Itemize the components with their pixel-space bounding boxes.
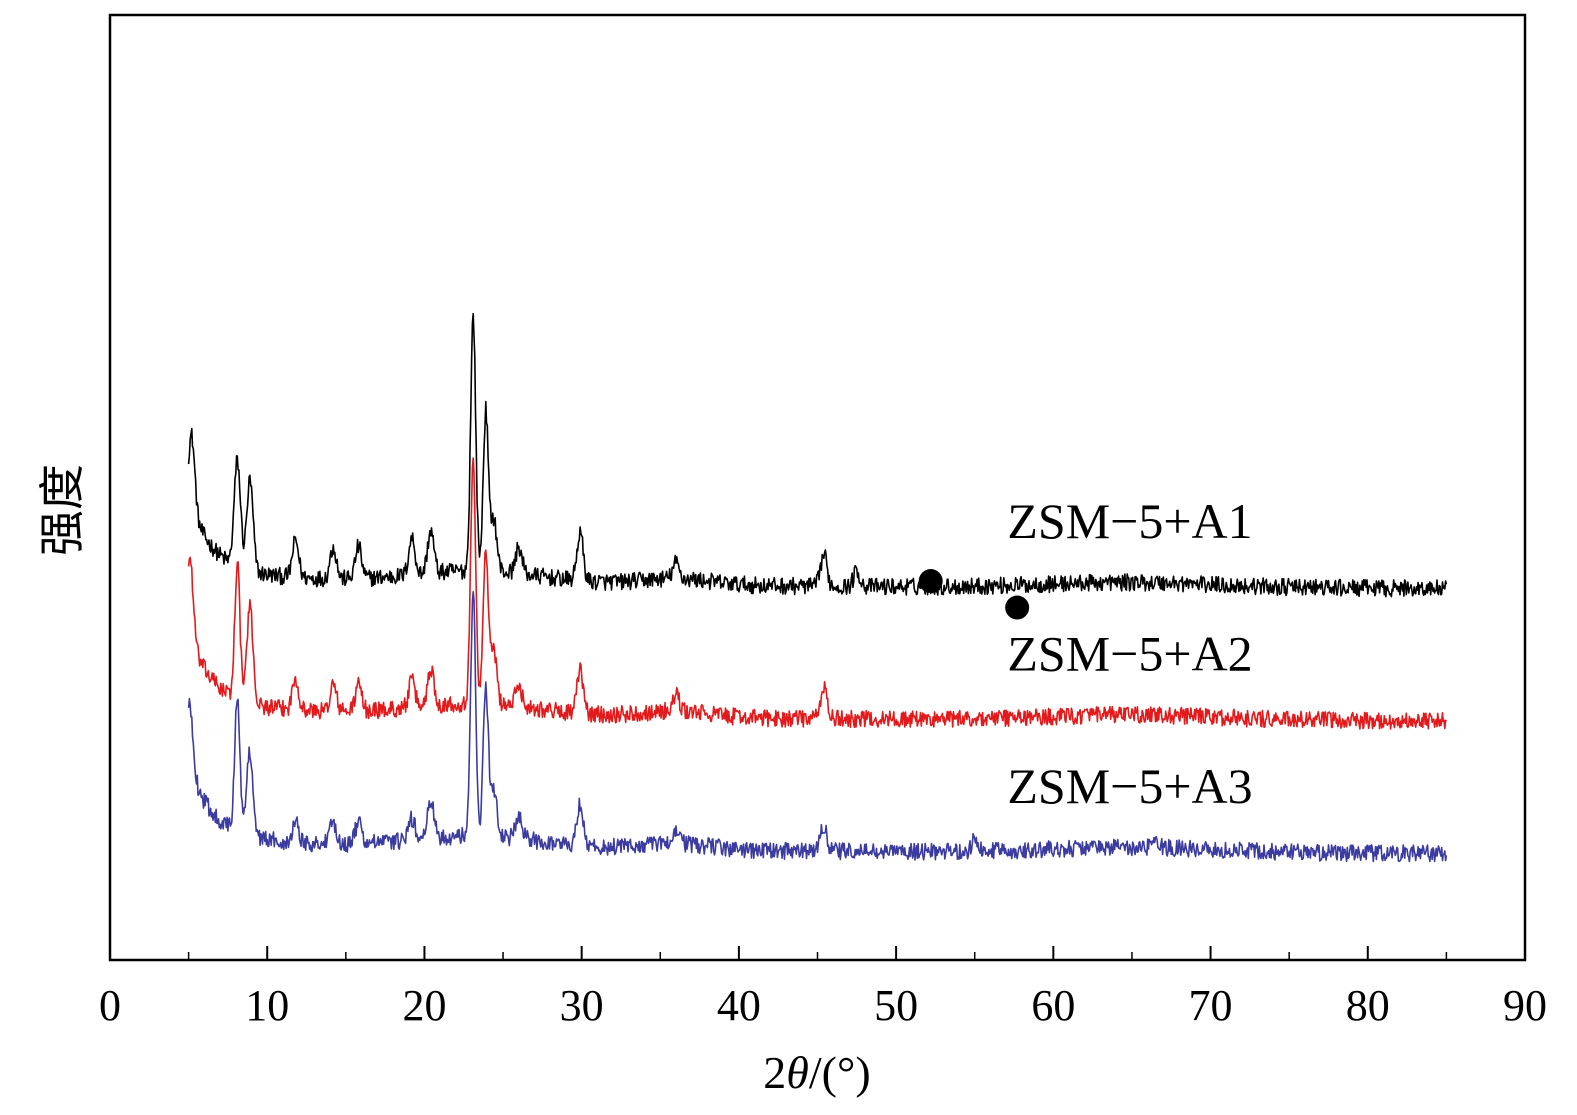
x-tick-label: 40 — [717, 981, 761, 1030]
x-axis-title: 2θ/(°) — [763, 1047, 870, 1098]
x-tick-label: 70 — [1189, 981, 1233, 1030]
series-line-2 — [187, 457, 1447, 730]
x-tick-label: 10 — [245, 981, 289, 1030]
series-labels: ZSM−5+A1 ZSM−5+A2 ZSM−5+A3 — [1007, 493, 1252, 814]
x-tick-label: 20 — [402, 981, 446, 1030]
x-tick-label: 30 — [560, 981, 604, 1030]
series-line-1 — [187, 312, 1448, 598]
x-tick-label: 90 — [1503, 981, 1547, 1030]
x-tick-label: 0 — [99, 981, 121, 1030]
phase-marker — [918, 569, 943, 594]
series-layer — [187, 312, 1448, 863]
series-label-1: ZSM−5+A1 — [1007, 493, 1252, 549]
x-tick-label: 80 — [1346, 981, 1390, 1030]
series-label-2: ZSM−5+A2 — [1007, 625, 1252, 681]
x-tick-label: 50 — [874, 981, 918, 1030]
series-label-3: ZSM−5+A3 — [1007, 758, 1252, 814]
y-axis-title: 强度 — [35, 464, 89, 556]
plot-frame — [108, 13, 1527, 962]
series-line-3 — [187, 591, 1448, 863]
x-axis: 0 10 20 30 40 50 60 70 80 90 — [99, 946, 1547, 1030]
markers-layer — [918, 569, 1030, 620]
x-tick-label: 60 — [1031, 981, 1075, 1030]
phase-marker — [1005, 595, 1030, 620]
